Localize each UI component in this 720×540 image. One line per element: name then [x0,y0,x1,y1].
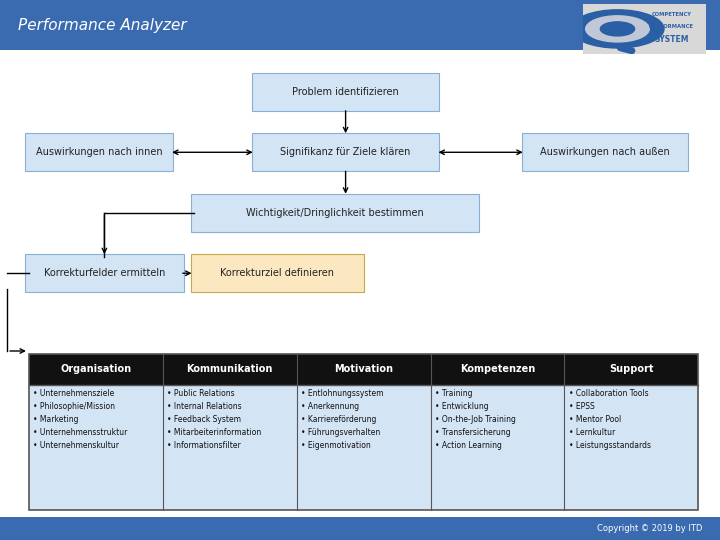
Circle shape [600,22,634,36]
Text: • Public Relations
• Internal Relations
• Feedback System
• Mitarbeiterinformati: • Public Relations • Internal Relations … [167,389,261,450]
Text: Auswirkungen nach innen: Auswirkungen nach innen [36,147,162,157]
Text: Kompetenzen: Kompetenzen [460,364,535,374]
Text: Auswirkungen nach außen: Auswirkungen nach außen [540,147,670,157]
Text: Signifikanz für Ziele klären: Signifikanz für Ziele klären [280,147,411,157]
FancyArrowPatch shape [620,48,632,51]
Bar [29,385,698,510]
Bar [0,517,720,540]
Text: • Entlohnungssystem
• Anerkennung
• Karriereförderung
• Führungsverhalten
• Eige: • Entlohnungssystem • Anerkennung • Karr… [301,389,384,450]
Text: • Unternehmensziele
• Philosophie/Mission
• Marketing
• Unternehmensstruktur
• U: • Unternehmensziele • Philosophie/Missio… [33,389,127,450]
FancyBboxPatch shape [522,133,688,171]
Text: Kommunikation: Kommunikation [186,364,273,374]
Bar [29,354,698,510]
Bar [29,354,698,385]
FancyBboxPatch shape [191,194,479,232]
Text: COMPETENCY: COMPETENCY [652,12,691,17]
Text: • Collaboration Tools
• EPSS
• Mentor Pool
• Lernkultur
• Leistungsstandards: • Collaboration Tools • EPSS • Mentor Po… [569,389,651,450]
Circle shape [585,16,649,42]
Circle shape [571,10,664,48]
Text: Korrekturfelder ermitteln: Korrekturfelder ermitteln [44,268,165,278]
Text: Copyright © 2019 by ITD: Copyright © 2019 by ITD [597,524,702,533]
Text: Wichtigkeit/Dringlichkeit bestimmen: Wichtigkeit/Dringlichkeit bestimmen [246,208,423,218]
Text: Korrekturziel definieren: Korrekturziel definieren [220,268,334,278]
Bar [0,0,720,50]
Text: PERFORMANCE: PERFORMANCE [649,24,694,29]
Text: Organisation: Organisation [60,364,131,374]
FancyBboxPatch shape [25,133,173,171]
FancyBboxPatch shape [252,133,439,171]
Text: Problem identifizieren: Problem identifizieren [292,87,399,97]
FancyBboxPatch shape [191,254,364,292]
Text: SYSTEM: SYSTEM [654,36,688,44]
FancyBboxPatch shape [25,254,184,292]
Text: Performance Analyzer: Performance Analyzer [18,18,186,32]
Text: • Training
• Entwicklung
• On-the-Job Training
• Transfersicherung
• Action Lear: • Training • Entwicklung • On-the-Job Tr… [435,389,516,450]
FancyBboxPatch shape [252,73,439,111]
Text: Motivation: Motivation [334,364,393,374]
Text: Support: Support [609,364,654,374]
